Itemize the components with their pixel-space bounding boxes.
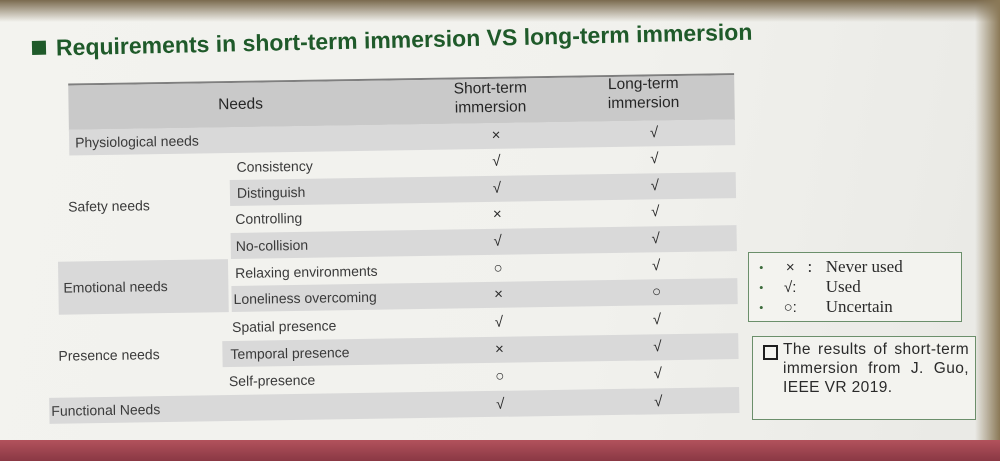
legend-bullet: • — [759, 280, 764, 295]
requirements-table: Needs Short-term immersion Long-term imm… — [40, 61, 766, 432]
note-text: The results of short-term immersion from… — [783, 341, 969, 396]
legend-never-text: Never used — [825, 257, 903, 276]
note-square-icon — [763, 345, 778, 360]
title-bullet-square — [31, 40, 47, 55]
legend-bullet: • — [759, 300, 764, 315]
legend-row-uncertain: • ○: Uncertain — [759, 297, 893, 317]
mark-controlling-short: × — [492, 205, 502, 223]
mark-functional-long: √ — [653, 393, 663, 411]
mark-consistency-long: √ — [650, 150, 659, 168]
row-label-distinguish: Distinguish — [236, 183, 306, 201]
legend-circle-symbol: ○: — [783, 299, 797, 316]
legend-box: • × : Never used • √: Used • ○: Uncertai… — [748, 252, 962, 322]
legend-bullet: • — [759, 260, 764, 275]
mark-no-collision-long: √ — [651, 230, 660, 248]
row-label-self-presence: Self-presence — [228, 371, 316, 390]
category-physiological: Physiological needs — [74, 132, 199, 151]
legend-check-symbol: √: — [784, 279, 797, 296]
mark-self-presence-short: ○ — [495, 367, 505, 385]
legend-row-never: • × : Never used — [759, 257, 903, 276]
header-needs: Needs — [217, 95, 264, 114]
row-label-spatial: Spatial presence — [231, 317, 337, 336]
mark-no-collision-short: √ — [493, 232, 502, 250]
legend-cross-symbol: × — [785, 259, 795, 276]
row-label-no-collision: No-collision — [235, 236, 309, 254]
legend-uncertain-text: Uncertain — [825, 297, 893, 316]
legend-used-text: Used — [825, 277, 861, 296]
legend-row-used: • √: Used — [759, 277, 861, 297]
header-long-term: Long-term immersion — [607, 74, 680, 113]
mark-loneliness-long: ○ — [651, 283, 662, 301]
category-emotional: Emotional needs — [63, 278, 168, 296]
category-presence: Presence needs — [58, 346, 160, 364]
category-safety: Safety needs — [67, 197, 150, 215]
mark-temporal-short: × — [494, 340, 504, 358]
mark-controlling-long: √ — [651, 203, 660, 221]
row-label-temporal: Temporal presence — [230, 344, 350, 363]
mark-relaxing-short: ○ — [493, 259, 503, 277]
mark-consistency-short: √ — [492, 152, 501, 170]
mark-temporal-long: √ — [653, 338, 662, 356]
mark-loneliness-short: × — [494, 285, 504, 303]
top-shadow — [0, 0, 1000, 22]
row-label-relaxing: Relaxing environments — [235, 262, 378, 281]
mark-distinguish-long: √ — [650, 177, 660, 195]
note-box: The results of short-term immersion from… — [752, 336, 976, 420]
mark-spatial-long: √ — [652, 311, 662, 329]
right-shadow — [975, 0, 1000, 461]
title-text: Requirements in short-term immersion VS … — [55, 18, 753, 60]
category-functional: Functional Needs — [51, 401, 161, 419]
row-label-controlling: Controlling — [235, 209, 303, 227]
bottom-accent-bar — [0, 440, 1000, 461]
row-label-consistency: Consistency — [236, 157, 313, 175]
mark-distinguish-short: √ — [492, 179, 502, 197]
mark-relaxing-long: √ — [651, 257, 661, 275]
header-short-term: Short-term immersion — [453, 79, 528, 117]
mark-physiological-short: × — [491, 126, 501, 144]
row-label-loneliness: Loneliness overcoming — [233, 288, 377, 307]
mark-self-presence-long: √ — [653, 365, 663, 383]
mark-functional-short: √ — [496, 395, 505, 413]
mark-spatial-short: √ — [494, 313, 504, 331]
mark-physiological-long: √ — [649, 124, 659, 142]
